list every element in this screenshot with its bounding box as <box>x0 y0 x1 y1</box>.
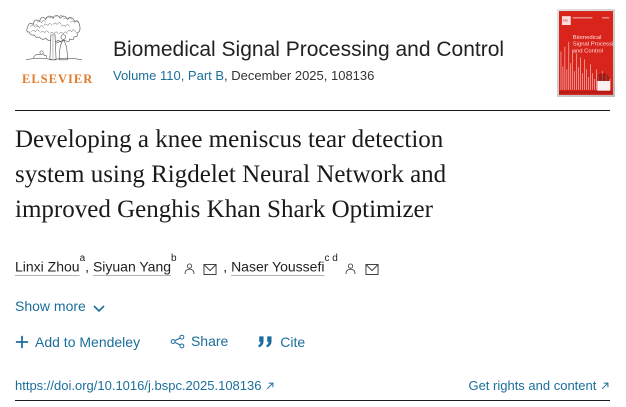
svg-text:and Control: and Control <box>573 49 603 55</box>
svg-text:Signal Processing: Signal Processing <box>573 42 613 48</box>
svg-text:els: els <box>563 18 568 23</box>
svg-text:Biomedical: Biomedical <box>573 35 602 41</box>
